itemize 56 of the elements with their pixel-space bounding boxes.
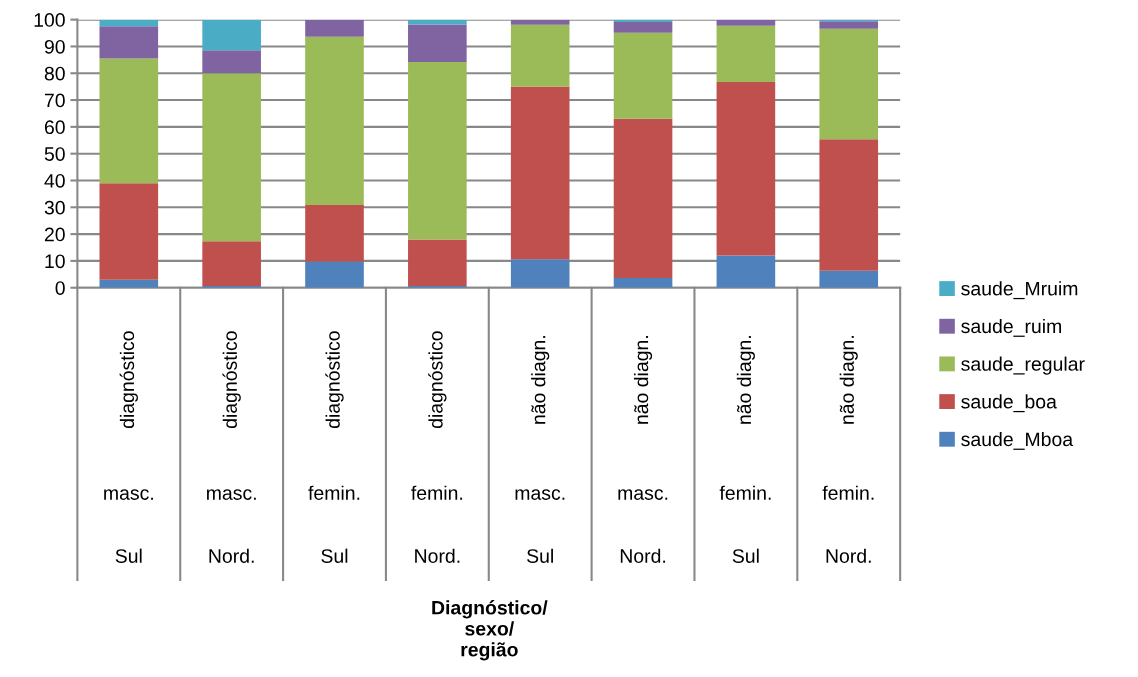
text: Diagnóstico/ sexo/ região (432, 600, 548, 661)
bar (613, 32, 673, 119)
y-tick-label: 20 (44, 227, 65, 242)
category-label: diagnóstico femin. Nord. (411, 331, 463, 563)
y-tick-label: 90 (44, 39, 65, 54)
bar (408, 24, 467, 62)
bar (716, 19, 776, 26)
y-tick-label: 80 (44, 66, 65, 81)
category-label: não diagn. femin. Nord. (822, 336, 874, 563)
bar (510, 24, 570, 87)
bar (305, 19, 364, 37)
legend-label: saude_regular (961, 356, 1085, 375)
y-tick-label: 10 (45, 254, 65, 269)
y-tick-label: 60 (44, 120, 65, 135)
bar (819, 139, 879, 271)
bar (99, 183, 159, 280)
bar (202, 50, 261, 74)
bar (202, 241, 261, 287)
bar (716, 25, 776, 83)
legend-label: saude_ruim (961, 318, 1061, 337)
bar (99, 26, 159, 59)
y-tick-label: 70 (44, 93, 65, 108)
category-label: não diagn. femin. Sul (719, 336, 771, 563)
bar (716, 255, 776, 288)
bar (99, 19, 159, 27)
bar (202, 73, 261, 242)
bar (305, 204, 364, 262)
bar (819, 28, 879, 140)
bar (613, 278, 673, 288)
bar (202, 19, 261, 51)
bar (819, 270, 879, 288)
category-label: diagnóstico femin. Sul (308, 331, 360, 563)
bar (99, 58, 159, 184)
legend-label: saude_boa (961, 394, 1057, 413)
bar (305, 36, 364, 205)
legend-label: saude_Mboa (961, 431, 1074, 450)
bar (408, 61, 467, 240)
bar (510, 86, 570, 260)
category-label: diagnóstico masc. Sul (104, 331, 153, 563)
bar (819, 21, 879, 29)
category-label: diagnóstico masc. Nord. (207, 331, 256, 563)
y-tick-label: 100 (34, 13, 65, 27)
y-tick-label: 0 (55, 281, 65, 295)
y-tick-label: 50 (44, 147, 65, 161)
y-tick-label: 30 (44, 200, 65, 215)
y-tick-label: 40 (44, 173, 65, 188)
bar (510, 259, 570, 288)
bar (510, 19, 570, 25)
bar (408, 239, 467, 287)
bar (716, 82, 776, 256)
category-label: não diagn. masc. Sul (515, 336, 565, 563)
bar (305, 261, 364, 288)
category-label: não diagn. masc. Nord. (618, 336, 668, 563)
legend-label: saude_Mruim (961, 281, 1078, 300)
bar (613, 118, 673, 279)
bar (613, 22, 673, 33)
